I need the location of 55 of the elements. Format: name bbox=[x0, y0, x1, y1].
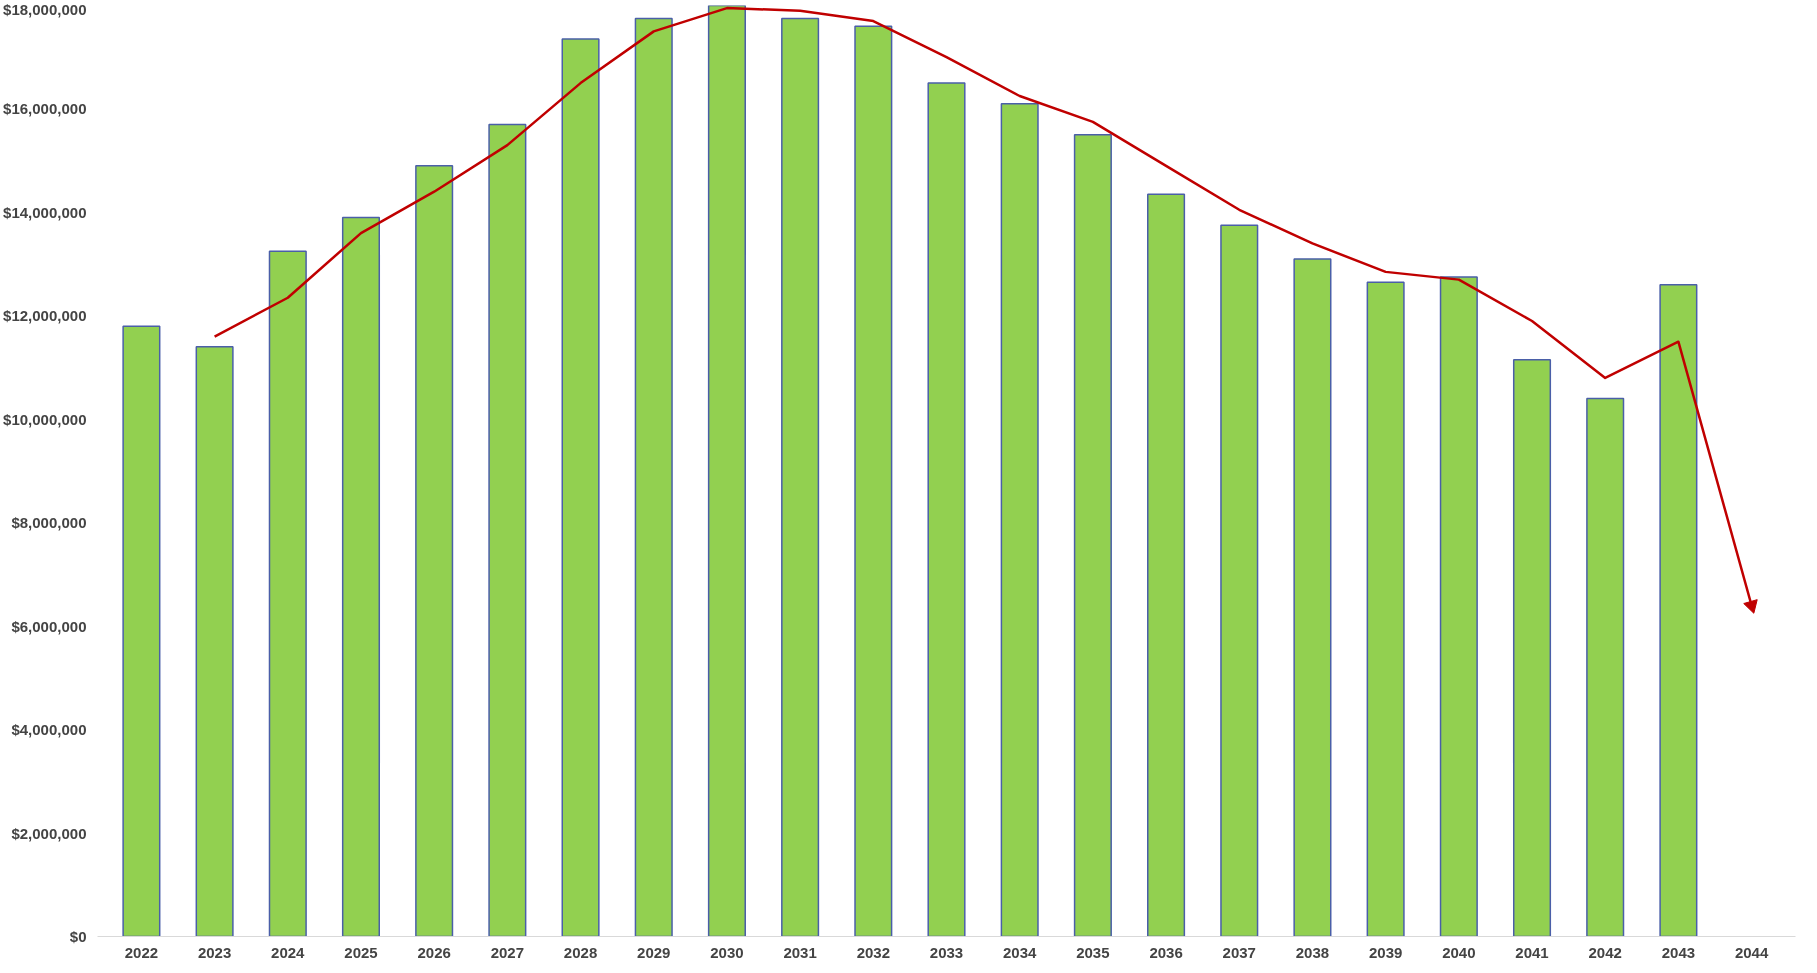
y-tick-label: $12,000,000 bbox=[3, 307, 87, 325]
bar bbox=[1000, 103, 1039, 937]
y-tick-label: $0 bbox=[69, 928, 87, 945]
x-tick-label: 2040 bbox=[1442, 943, 1476, 961]
bar bbox=[561, 38, 600, 937]
y-tick-label: $18,000,000 bbox=[3, 0, 87, 18]
x-tick-label: 2031 bbox=[783, 943, 817, 961]
x-tick-label: 2029 bbox=[637, 943, 671, 961]
bar bbox=[415, 165, 454, 937]
y-tick-label: $8,000,000 bbox=[11, 514, 87, 532]
y-tick-label: $14,000,000 bbox=[3, 203, 87, 221]
y-tick-label: $10,000,000 bbox=[3, 410, 87, 428]
bar bbox=[341, 216, 381, 937]
x-tick-label: 2022 bbox=[124, 943, 159, 961]
bar bbox=[1073, 134, 1112, 937]
x-tick-label: 2028 bbox=[563, 943, 598, 961]
x-tick-label: 2042 bbox=[1588, 943, 1622, 961]
x-tick-label: 2024 bbox=[271, 943, 306, 961]
x-tick-label: 2027 bbox=[490, 943, 525, 961]
bar bbox=[1366, 281, 1405, 937]
y-tick-label: $2,000,000 bbox=[11, 824, 87, 842]
x-tick-label: 2026 bbox=[417, 943, 451, 961]
bar bbox=[1220, 224, 1259, 937]
bar bbox=[1512, 359, 1552, 937]
y-tick-label: $16,000,000 bbox=[3, 100, 87, 118]
x-tick-label: 2035 bbox=[1076, 943, 1110, 961]
bar bbox=[781, 17, 820, 937]
bar bbox=[122, 325, 161, 937]
x-tick-label: 2032 bbox=[856, 943, 890, 961]
x-tick-label: 2037 bbox=[1222, 943, 1256, 961]
bar bbox=[854, 25, 893, 937]
x-tick-label: 2034 bbox=[1003, 943, 1038, 961]
x-tick-label: 2039 bbox=[1368, 943, 1403, 961]
bar bbox=[634, 17, 673, 937]
x-tick-label: 2023 bbox=[197, 943, 232, 961]
x-tick-label: 2030 bbox=[710, 943, 744, 961]
y-tick-label: $4,000,000 bbox=[11, 721, 87, 739]
bar bbox=[1293, 258, 1332, 937]
bar bbox=[268, 250, 307, 937]
x-tick-label: 2036 bbox=[1149, 943, 1183, 961]
bar bbox=[927, 82, 966, 937]
y-tick-label: $6,000,000 bbox=[11, 617, 87, 635]
x-tick-label: 2044 bbox=[1734, 943, 1769, 961]
bar bbox=[488, 123, 527, 937]
bar bbox=[1586, 397, 1625, 937]
x-tick-label: 2038 bbox=[1295, 943, 1330, 961]
bar bbox=[707, 5, 746, 937]
x-tick-label: 2033 bbox=[929, 943, 964, 961]
bar bbox=[1439, 276, 1478, 937]
x-tick-label: 2043 bbox=[1661, 943, 1696, 961]
x-tick-label: 2041 bbox=[1515, 943, 1549, 961]
bar bbox=[195, 346, 234, 937]
bar bbox=[1147, 193, 1186, 937]
bar bbox=[1659, 284, 1698, 937]
x-tick-label: 2025 bbox=[344, 943, 378, 961]
